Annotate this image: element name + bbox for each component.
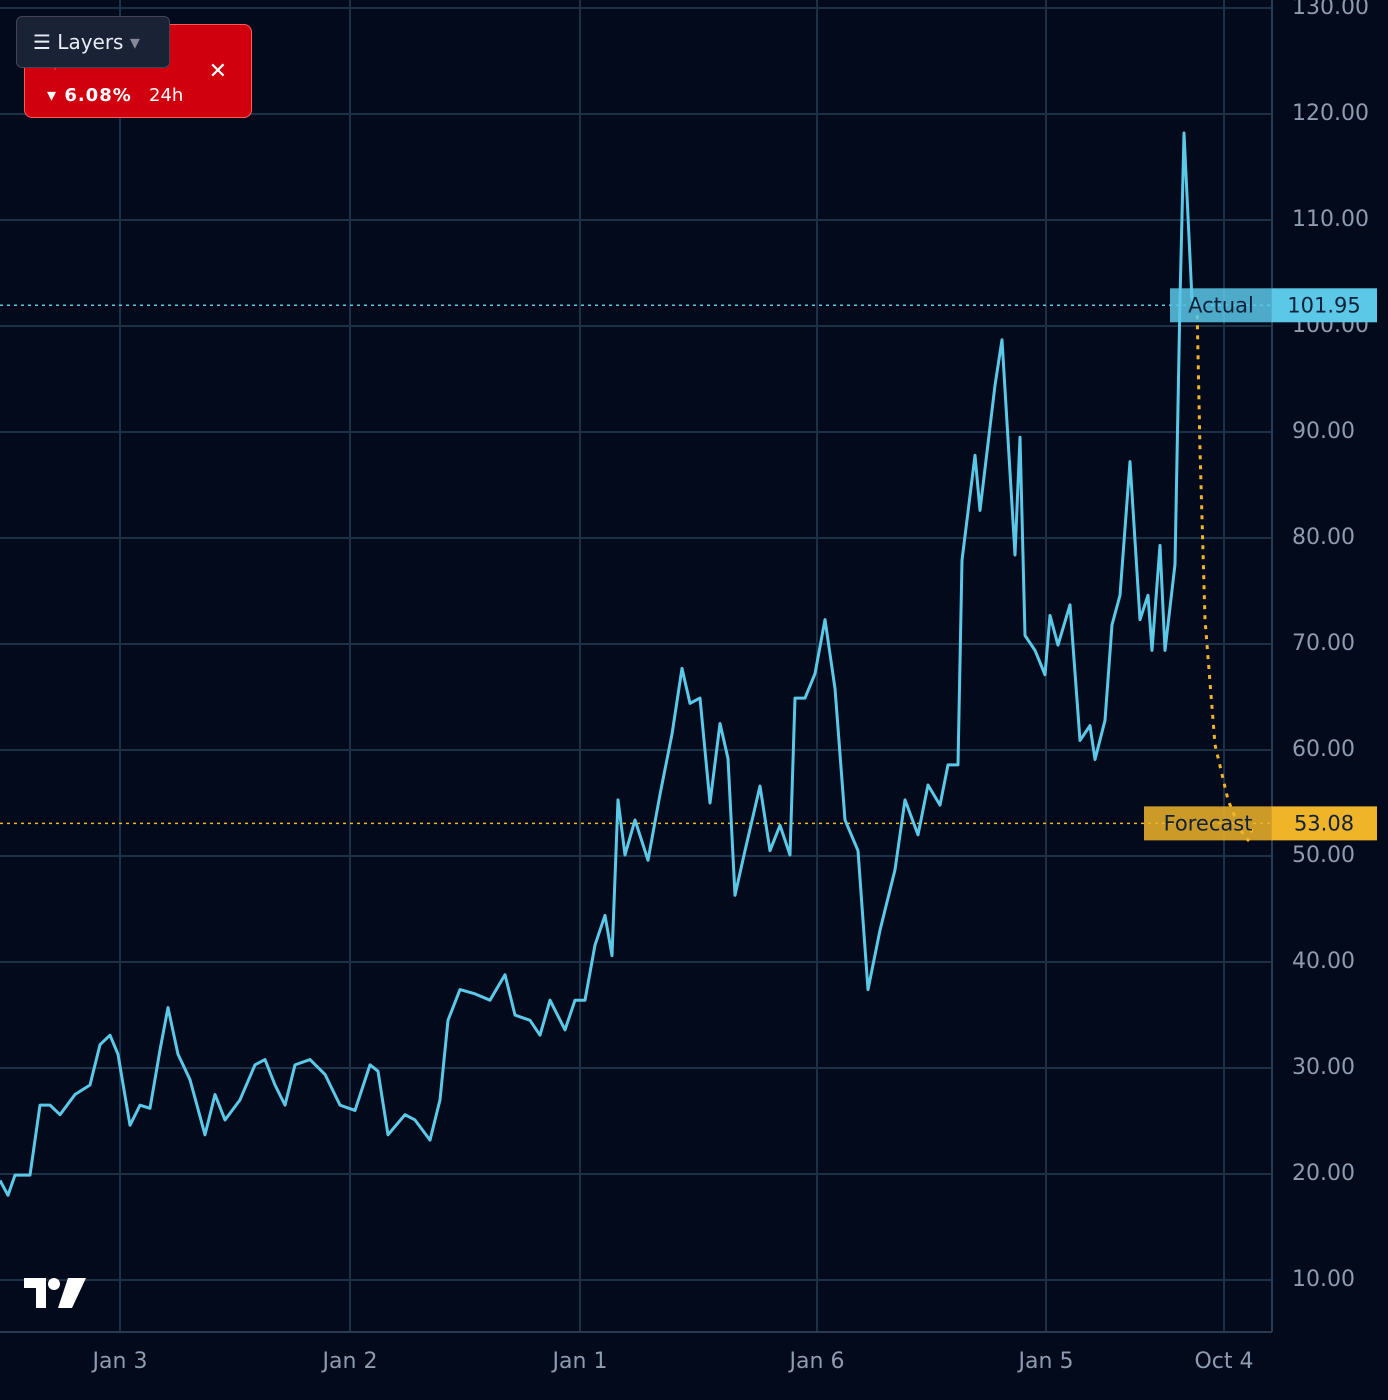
layers-label: Layers [57,30,124,54]
series-line [0,131,1199,1197]
last-value-label: 53.08 [1294,811,1354,835]
y-tick-label: 90.00 [1292,419,1355,444]
series-line [1195,305,1256,842]
logo [24,1278,86,1308]
y-tick-label: 20.00 [1292,1161,1355,1186]
x-tick-label: Jan 5 [1017,1349,1074,1374]
y-tick-label: 10.00 [1292,1267,1355,1292]
x-tick-label: Jan 2 [321,1349,378,1374]
y-tick-label: 120.00 [1292,101,1369,126]
x-tick-label: Jan 3 [91,1349,148,1374]
ticker-change: ▾ 6.08% [47,85,132,106]
last-value-box [1272,806,1377,841]
y-tick-label: 40.00 [1292,949,1355,974]
x-tick-label: Jan 6 [788,1349,845,1374]
last-value-box [1272,288,1377,323]
y-tick-label: 80.00 [1292,525,1355,550]
y-tick-label: 60.00 [1292,737,1355,762]
y-tick-label: 130.00 [1292,0,1369,20]
series-name-box [1144,806,1272,841]
series-name: Forecast [1164,811,1253,835]
y-tick-label: 70.00 [1292,631,1355,656]
y-tick-label: 50.00 [1292,843,1355,868]
x-tick-label: Jan 1 [551,1349,608,1374]
y-tick-label: 110.00 [1292,207,1369,232]
x-tick-label: Oct 4 [1194,1349,1253,1374]
ticker-period: 24h [149,85,184,106]
layers-button[interactable]: ☰ Layers ▾ [16,16,170,68]
change-value: 6.08% [64,85,132,106]
y-tick-label: 30.00 [1292,1055,1355,1080]
series-name-box [1170,288,1272,323]
close-button[interactable]: ✕ [208,59,227,84]
series-name: Actual [1188,293,1254,317]
last-value-label: 101.95 [1287,293,1360,317]
